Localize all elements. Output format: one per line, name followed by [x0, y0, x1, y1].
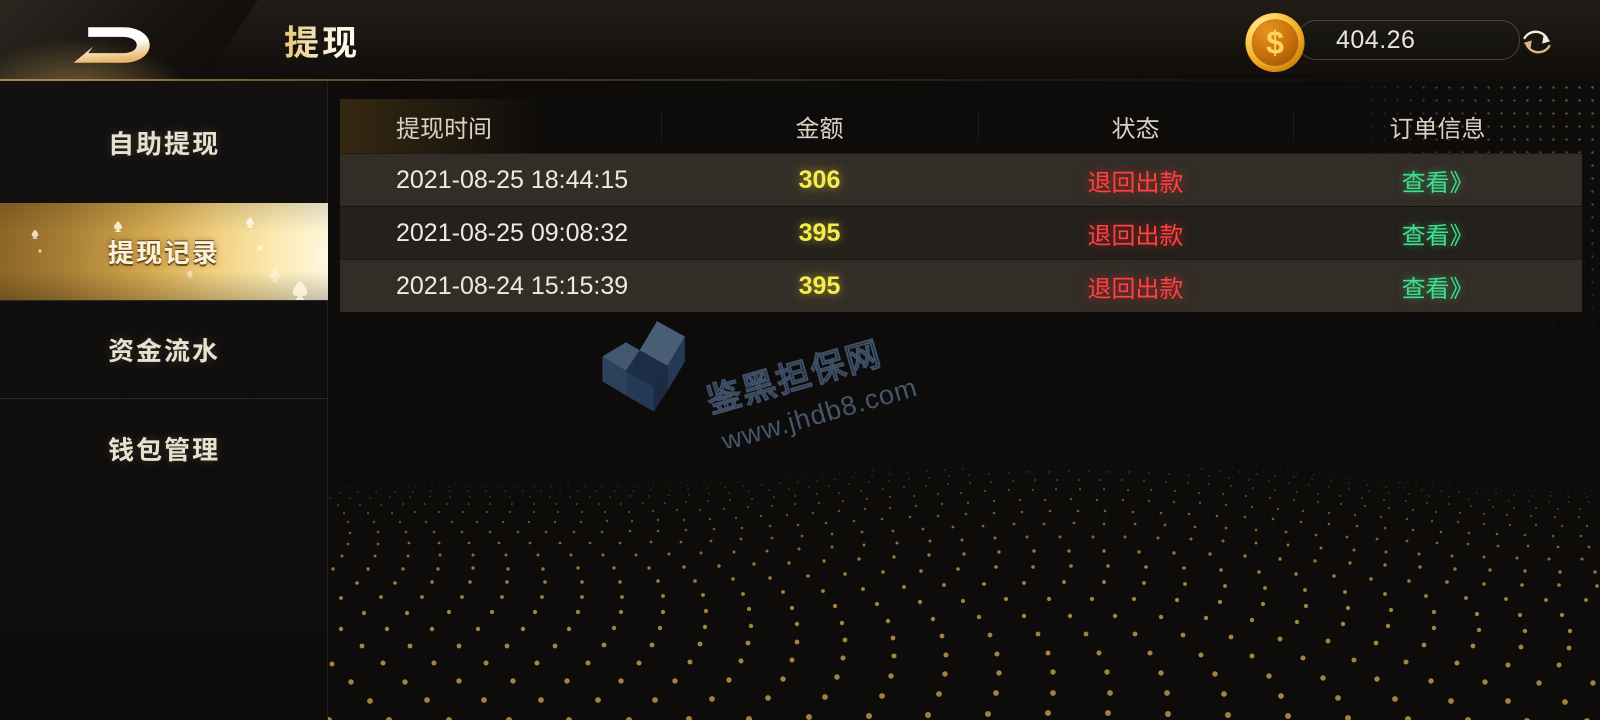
svg-text:$: $: [1266, 25, 1284, 61]
